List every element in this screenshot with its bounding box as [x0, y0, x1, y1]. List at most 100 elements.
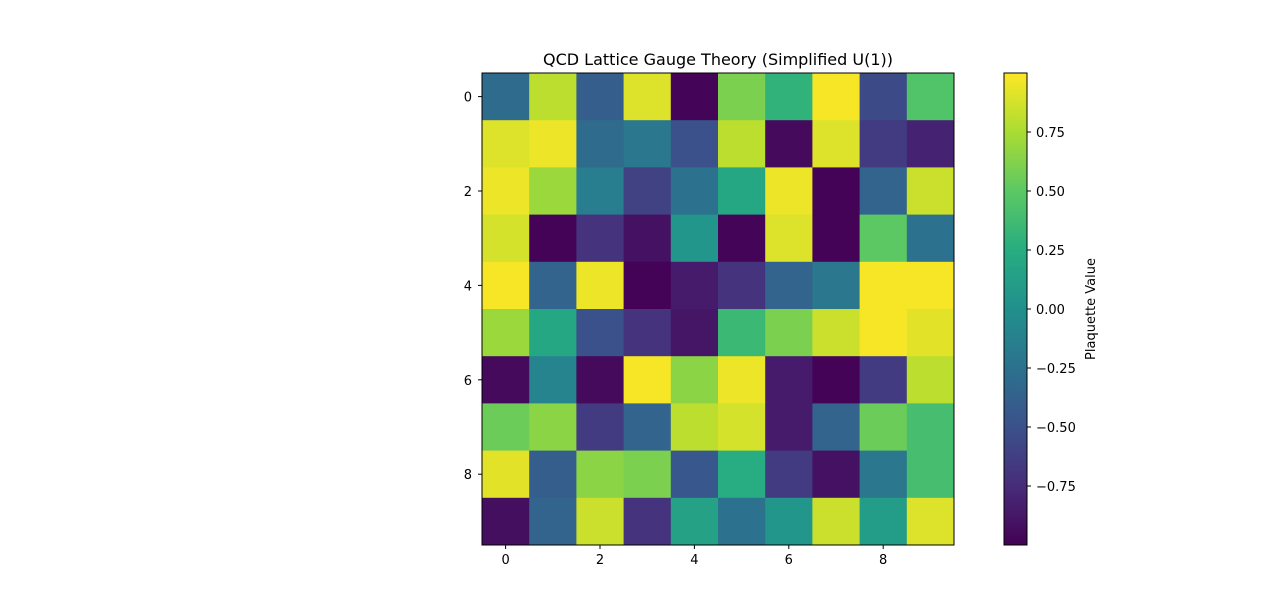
heatmap-cell-r5-c6: [765, 309, 813, 357]
colorbar: [1003, 72, 1028, 546]
heatmap-cell-r3-c7: [812, 214, 860, 263]
heatmap-cell-r3-c4: [670, 214, 719, 263]
heatmap-cell-r0-c1: [529, 73, 577, 121]
colorbar-label: Plaquette Value: [1084, 258, 1099, 360]
heatmap-cell-r7-c9: [906, 403, 955, 451]
heatmap-cell-r6-c9: [906, 356, 955, 404]
heatmap-cell-r2-c4: [670, 167, 719, 215]
heatmap-cell-r9-c9: [906, 497, 955, 546]
plot-frame: [481, 72, 955, 546]
y-tick-label: 0: [464, 91, 472, 106]
heatmap-cell-r3-c6: [765, 214, 813, 263]
heatmap-cell-r6-c4: [670, 356, 719, 404]
heatmap-cell-r4-c1: [529, 261, 577, 310]
heatmap-cell-r8-c6: [765, 450, 813, 499]
heatmap-cell-r5-c7: [812, 309, 860, 357]
y-tick-label: 2: [464, 185, 472, 200]
y-tick-label: 8: [464, 468, 472, 483]
heatmap-cell-r4-c5: [718, 261, 766, 310]
heatmap-cell-r4-c9: [906, 261, 955, 310]
colorbar-tick-label: 0.50: [1036, 185, 1065, 200]
colorbar-ticks: 0.75 0.50 0.25 0.00 −0.25 −0.50 −0.75: [1027, 126, 1076, 495]
colorbar-tick-label: 0.25: [1036, 244, 1065, 259]
heatmap-cell-r5-c3: [623, 309, 672, 357]
heatmap-cell-r7-c3: [623, 403, 672, 451]
x-tick-label: 2: [596, 553, 604, 568]
heatmap-cell-r2-c0: [482, 167, 530, 215]
heatmap-cell-r7-c0: [482, 403, 530, 451]
heatmap-cell-r9-c8: [859, 497, 908, 546]
heatmap-cell-r9-c7: [812, 497, 860, 546]
heatmap-cell-r4-c6: [765, 261, 813, 310]
heatmap-cell-r3-c5: [718, 214, 766, 263]
heatmap-cell-r2-c7: [812, 167, 860, 215]
heatmap-cell-r9-c3: [623, 497, 672, 546]
heatmap-cell-r7-c6: [765, 403, 813, 451]
heatmap-cell-r1-c4: [670, 120, 719, 168]
colorbar-tick-label: −0.25: [1036, 362, 1076, 377]
heatmap-cell-r2-c1: [529, 167, 577, 215]
heatmap-cell-r7-c1: [529, 403, 577, 451]
heatmap-cell-r6-c2: [576, 356, 624, 404]
heatmap-cell-r5-c0: [482, 309, 530, 357]
colorbar-tick-label: −0.50: [1036, 421, 1076, 436]
heatmap-cell-r5-c5: [718, 309, 766, 357]
heatmap-cell-r9-c5: [718, 497, 766, 546]
heatmap-cell-r3-c8: [859, 214, 908, 263]
heatmap-cell-r0-c6: [765, 73, 813, 121]
heatmap-cell-r3-c2: [576, 214, 624, 263]
heatmap-cell-r6-c7: [812, 356, 860, 404]
heatmap-cell-r0-c8: [859, 73, 908, 121]
heatmap-cell-r6-c8: [859, 356, 908, 404]
heatmap-cell-r8-c2: [576, 450, 624, 499]
heatmap-cell-r2-c3: [623, 167, 672, 215]
heatmap-cell-r3-c1: [529, 214, 577, 263]
y-axis: 0 2 4 6 8: [464, 91, 482, 483]
heatmap-cell-r8-c8: [859, 450, 908, 499]
heatmap-cell-r4-c8: [859, 261, 908, 310]
x-tick-label: 4: [690, 553, 698, 568]
heatmap-cell-r1-c7: [812, 120, 860, 168]
heatmap-cell-r9-c0: [482, 497, 530, 546]
heatmap-cell-r6-c6: [765, 356, 813, 404]
heatmap-cell-r3-c0: [482, 214, 530, 263]
heatmap-cell-r8-c3: [623, 450, 672, 499]
heatmap-cell-r2-c8: [859, 167, 908, 215]
colorbar-tick-label: 0.75: [1036, 126, 1065, 141]
heatmap-cell-r2-c6: [765, 167, 813, 215]
heatmap-cell-r2-c2: [576, 167, 624, 215]
heatmap-cell-r0-c9: [906, 73, 955, 121]
heatmap-cell-r4-c7: [812, 261, 860, 310]
colorbar-tick-label: −0.75: [1036, 480, 1076, 495]
heatmap-cell-r0-c5: [718, 73, 766, 121]
y-tick-label: 4: [464, 279, 472, 294]
heatmap-cell-r8-c9: [906, 450, 955, 499]
chart-title: QCD Lattice Gauge Theory (Simplified U(1…: [543, 50, 893, 69]
heatmap-cell-r0-c4: [670, 73, 719, 121]
heatmap-cell-r8-c7: [812, 450, 860, 499]
heatmap-cell-r4-c4: [670, 261, 719, 310]
heatmap-cell-r1-c5: [718, 120, 766, 168]
heatmap-cell-r5-c4: [670, 309, 719, 357]
x-tick-label: 6: [785, 553, 793, 568]
heatmap-cell-r5-c8: [859, 309, 908, 357]
x-axis: 0 2 4 6 8: [501, 545, 887, 568]
heatmap-cell-r8-c0: [482, 450, 530, 499]
heatmap-cell-r1-c3: [623, 120, 672, 168]
heatmap-cell-r7-c5: [718, 403, 766, 451]
heatmap-cell-r8-c5: [718, 450, 766, 499]
x-tick-label: 8: [879, 553, 887, 568]
heatmap-cell-r9-c2: [576, 497, 624, 546]
heatmap-cell-r0-c3: [623, 73, 672, 121]
heatmap-cell-r6-c1: [529, 356, 577, 404]
heatmap-cell-r0-c2: [576, 73, 624, 121]
heatmap-cell-r1-c2: [576, 120, 624, 168]
heatmap-cell-r8-c1: [529, 450, 577, 499]
heatmap-cell-r5-c9: [906, 309, 955, 357]
heatmap-cell-r0-c7: [812, 73, 860, 121]
heatmap-cell-r0-c0: [482, 73, 530, 121]
heatmap-cell-r6-c3: [623, 356, 672, 404]
heatmap-cell-r7-c4: [670, 403, 719, 451]
heatmap-cell-r8-c4: [670, 450, 719, 499]
